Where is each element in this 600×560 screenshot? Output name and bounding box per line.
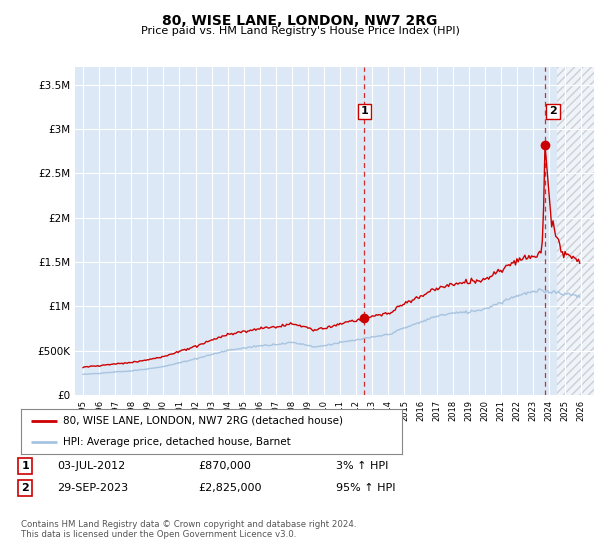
Text: 2: 2 — [549, 106, 557, 116]
Text: 29-SEP-2023: 29-SEP-2023 — [57, 483, 128, 493]
Text: £2,825,000: £2,825,000 — [198, 483, 262, 493]
Text: 03-JUL-2012: 03-JUL-2012 — [57, 461, 125, 471]
Text: 2: 2 — [22, 483, 29, 493]
Text: 95% ↑ HPI: 95% ↑ HPI — [336, 483, 395, 493]
Text: Price paid vs. HM Land Registry's House Price Index (HPI): Price paid vs. HM Land Registry's House … — [140, 26, 460, 36]
Text: HPI: Average price, detached house, Barnet: HPI: Average price, detached house, Barn… — [63, 436, 290, 446]
Text: Contains HM Land Registry data © Crown copyright and database right 2024.
This d: Contains HM Land Registry data © Crown c… — [21, 520, 356, 539]
Text: 3% ↑ HPI: 3% ↑ HPI — [336, 461, 388, 471]
Text: 80, WISE LANE, LONDON, NW7 2RG: 80, WISE LANE, LONDON, NW7 2RG — [163, 14, 437, 28]
Text: £870,000: £870,000 — [198, 461, 251, 471]
Bar — [557, 67, 594, 395]
Text: 80, WISE LANE, LONDON, NW7 2RG (detached house): 80, WISE LANE, LONDON, NW7 2RG (detached… — [63, 416, 343, 426]
Bar — [557, 67, 594, 395]
Text: 1: 1 — [22, 461, 29, 471]
Text: 1: 1 — [361, 106, 368, 116]
